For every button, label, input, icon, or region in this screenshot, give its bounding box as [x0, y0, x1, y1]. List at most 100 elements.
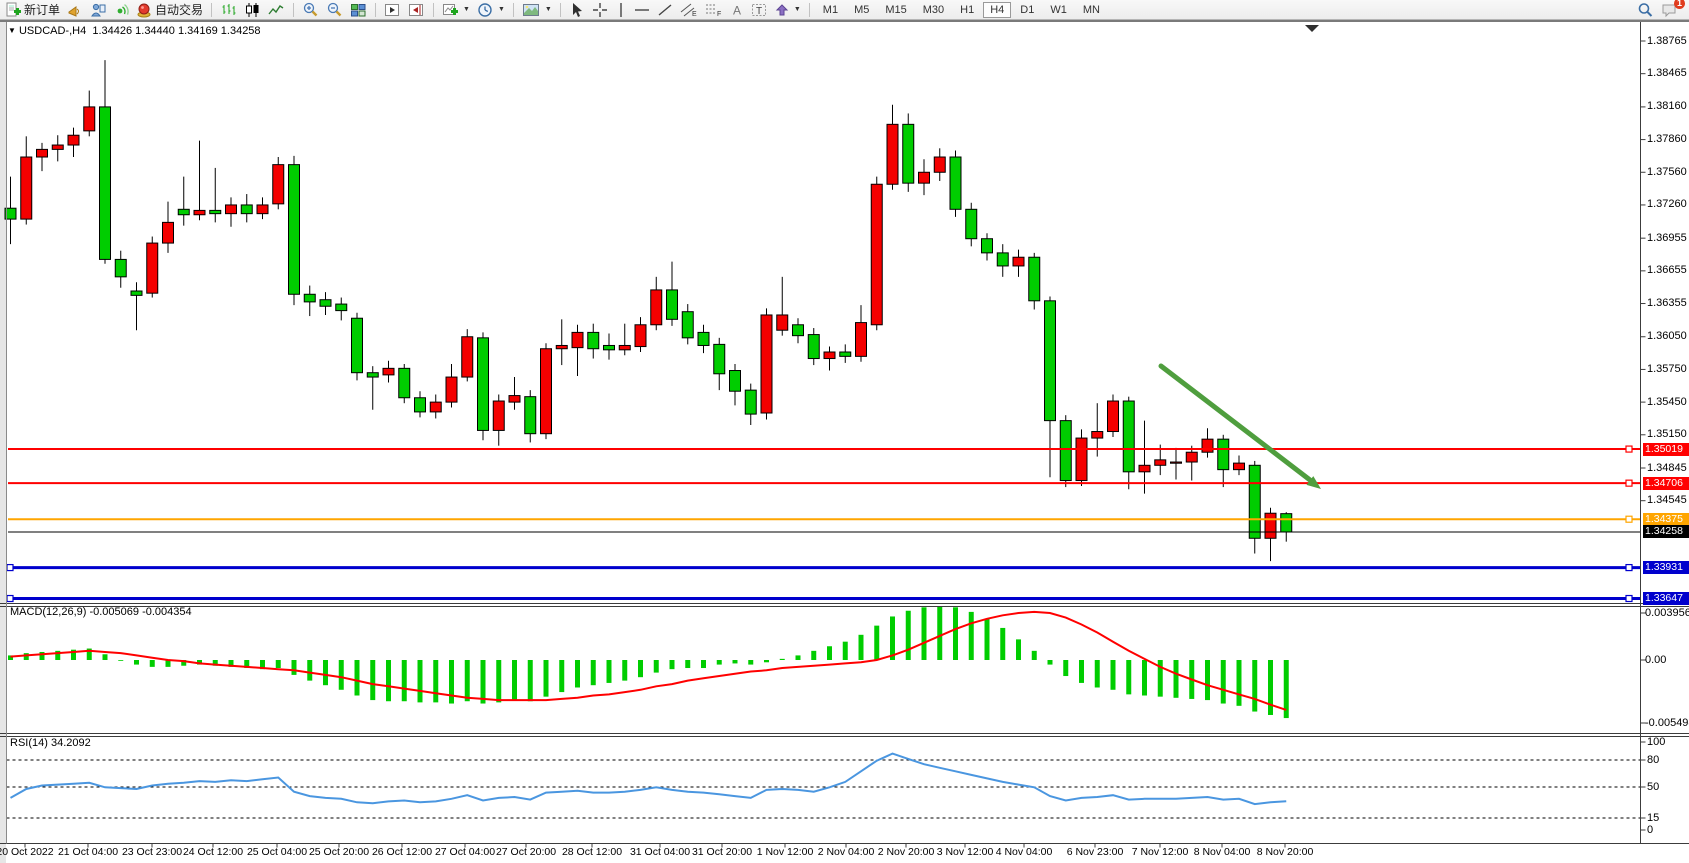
vertical-line-icon[interactable] — [613, 1, 629, 19]
candle — [1170, 461, 1182, 464]
chart-shift-icon[interactable] — [406, 1, 427, 19]
candle — [51, 144, 64, 150]
timeframe-button-m15[interactable]: M15 — [885, 3, 907, 16]
candle — [996, 252, 1009, 267]
candle — [366, 372, 379, 378]
candle — [382, 367, 395, 376]
alert-horn-icon[interactable] — [65, 1, 85, 19]
new-order-button[interactable]: 新订单 — [3, 1, 62, 19]
candle — [807, 334, 820, 360]
text-tool-icon[interactable]: A — [728, 1, 746, 19]
candle — [477, 337, 489, 431]
candle — [870, 183, 883, 326]
tile-windows-icon[interactable] — [348, 1, 369, 19]
shapes-button[interactable]: ▼ — [772, 1, 803, 19]
timeframe-button-w1[interactable]: W1 — [1050, 3, 1067, 16]
svg-text:E: E — [692, 11, 697, 18]
chart-candles-icon[interactable] — [242, 1, 263, 19]
new-order-icon — [5, 2, 21, 18]
svg-text:F: F — [717, 11, 721, 18]
candle — [492, 400, 505, 431]
fibonacci-icon[interactable]: F — [703, 1, 725, 19]
signal-icon[interactable] — [111, 1, 131, 19]
candle — [114, 258, 127, 278]
new-chart-button[interactable]: ▼ — [440, 1, 472, 19]
line-handle[interactable] — [1625, 594, 1633, 603]
timeframe-button-d1[interactable]: D1 — [1020, 3, 1035, 16]
candle — [1138, 464, 1151, 473]
chevron-down-icon: ▼ — [544, 6, 552, 13]
macd-signal-line — [10, 610, 1287, 711]
line-handle[interactable] — [1625, 445, 1633, 453]
candle — [729, 370, 741, 392]
toolbar-separator — [433, 2, 435, 17]
rsi-line — [10, 752, 1287, 806]
candle — [1059, 420, 1072, 482]
candle — [1122, 400, 1135, 473]
candle — [1233, 462, 1245, 471]
chart-bars-icon[interactable] — [218, 1, 239, 19]
chart-canvas[interactable] — [0, 20, 1689, 863]
candle — [288, 164, 300, 295]
line-handle[interactable] — [6, 563, 14, 572]
candle — [587, 331, 600, 350]
candle — [681, 311, 694, 339]
candle — [933, 156, 946, 173]
channel-icon[interactable]: E — [678, 1, 700, 19]
candle — [461, 336, 474, 378]
market-watch-icon[interactable] — [88, 1, 108, 19]
candle — [303, 293, 316, 303]
candle — [1217, 438, 1230, 471]
candle — [666, 289, 678, 320]
candle — [429, 401, 442, 413]
line-handle[interactable] — [1625, 479, 1633, 487]
toolbar-separator — [375, 2, 377, 17]
zoom-in-icon[interactable] — [300, 1, 321, 19]
line-handle[interactable] — [6, 594, 14, 603]
trend-arrow[interactable] — [1158, 363, 1321, 489]
horizontal-line-icon[interactable] — [632, 1, 652, 19]
timeframe-button-h4[interactable]: H4 — [983, 1, 1012, 18]
candle — [776, 314, 789, 331]
svg-text:A: A — [733, 3, 741, 17]
timeframe-button-m5[interactable]: M5 — [854, 3, 870, 16]
auto-trading-label: 自动交易 — [155, 3, 204, 17]
chevron-down-icon: ▼ — [463, 6, 470, 13]
zoom-out-icon[interactable] — [324, 1, 345, 19]
candle — [193, 209, 206, 216]
svg-text:T: T — [756, 6, 762, 17]
timeframe-button-m30[interactable]: M30 — [922, 3, 945, 16]
toolbar-separator — [808, 2, 810, 17]
timeframe-button-mn[interactable]: MN — [1082, 3, 1100, 16]
candle — [240, 204, 253, 215]
candle — [981, 238, 993, 254]
candle — [886, 123, 899, 185]
cursor-icon[interactable] — [567, 1, 587, 19]
shift-marker[interactable] — [1305, 25, 1319, 32]
candle — [634, 324, 647, 348]
candle — [650, 289, 663, 326]
period-clock-button[interactable]: ▼ — [475, 1, 507, 19]
macd-panel — [8, 606, 1289, 719]
chart-background — [0, 22, 1689, 863]
candle — [823, 351, 836, 360]
timeframe-button-h1[interactable]: H1 — [960, 3, 975, 16]
auto-trading-button[interactable]: 自动交易 — [134, 1, 205, 19]
templates-button[interactable]: ▼ — [520, 1, 554, 19]
timeframe-button-m1[interactable]: M1 — [822, 3, 839, 16]
search-icon[interactable] — [1635, 1, 1656, 19]
trendline-icon[interactable] — [655, 1, 675, 19]
label-tool-icon[interactable]: T — [749, 1, 769, 19]
line-handle[interactable] — [1625, 563, 1633, 572]
candle — [949, 156, 962, 210]
chart-line-icon[interactable] — [266, 1, 287, 19]
main-toolbar: 新订单 自动交易 ▼ ▼ ▼ E F A T ▼ M1 M5 M15 M30 H1 H4 D… — [0, 0, 1689, 20]
candle — [414, 397, 426, 413]
line-handle[interactable] — [1625, 515, 1633, 523]
crosshair-icon[interactable] — [590, 1, 610, 19]
notifications-button[interactable]: 1 — [1659, 0, 1685, 19]
candle — [918, 171, 930, 184]
auto-scroll-icon[interactable] — [382, 1, 403, 19]
horizontal-line-objects[interactable] — [6, 445, 1641, 603]
candle — [335, 303, 348, 312]
